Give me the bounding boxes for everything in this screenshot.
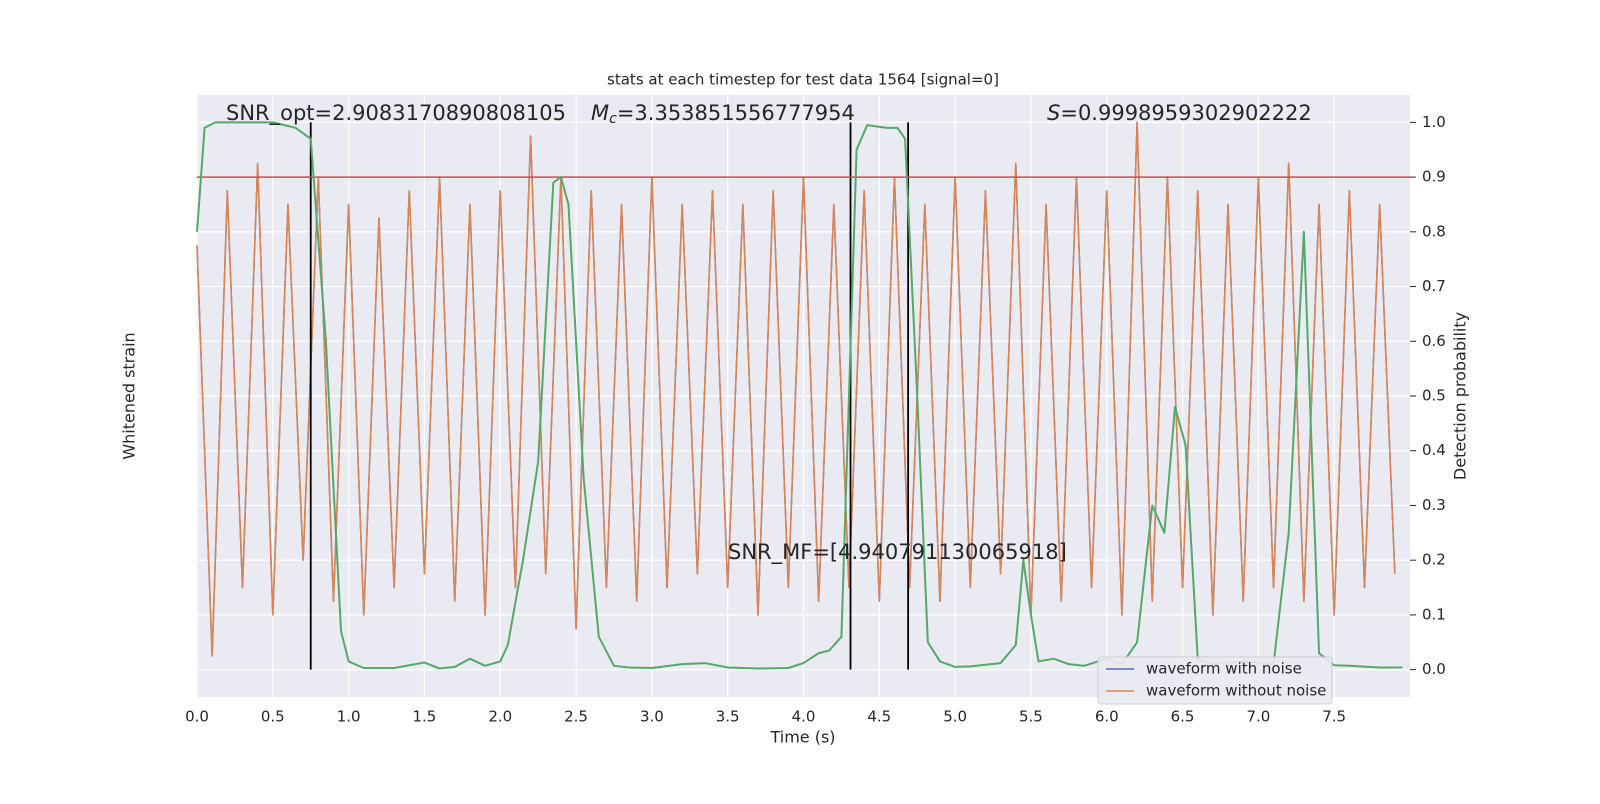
y2-axis-label: Detection probability: [1451, 312, 1470, 480]
y2-tick-label: 0.7: [1422, 277, 1446, 295]
x-tick-label: 5.0: [943, 708, 967, 726]
y2-tick-label: 1.0: [1422, 113, 1446, 131]
x-axis-label: Time (s): [769, 728, 835, 747]
detection-line: [196, 121, 1403, 670]
x-tick-label: 6.5: [1171, 708, 1195, 726]
x-tick-label: 3.5: [716, 708, 740, 726]
annotation-subscript: c: [609, 111, 617, 127]
x-tick-label: 6.0: [1095, 708, 1119, 726]
y2-tick-label: 0.9: [1422, 168, 1446, 186]
legend-label: waveform without noise: [1146, 682, 1326, 700]
y-axis-label: Whitened strain: [120, 332, 139, 459]
x-tick-label: 0.0: [185, 708, 209, 726]
annotation: S=0.9998959302902222: [1047, 101, 1312, 125]
x-tick-label: 7.5: [1322, 708, 1346, 726]
y2-tick-label: 0.0: [1422, 660, 1446, 678]
chart-title: stats at each timestep for test data 156…: [607, 71, 999, 89]
annotation-text: SNR_MF=[4.940791130065918]: [728, 540, 1067, 565]
x-tick-label: 1.5: [413, 708, 437, 726]
y2-tick-label: 0.3: [1422, 496, 1446, 514]
annotation-text: =3.353851556777954: [617, 101, 855, 125]
x-tick-label: 2.0: [488, 708, 512, 726]
strain-line: [196, 121, 1396, 657]
x-tick-label: 7.0: [1246, 708, 1270, 726]
y2-tick-label: 0.1: [1422, 605, 1446, 623]
annotation: SNR_MF=[4.940791130065918]: [728, 540, 1067, 565]
annotation: Mc=3.353851556777954: [591, 101, 855, 127]
x-tick-label: 4.0: [792, 708, 816, 726]
annotation-symbol: M: [591, 101, 609, 125]
marks: [196, 121, 1410, 670]
y2-tick-label: 0.8: [1422, 222, 1446, 240]
x-tick-label: 1.0: [337, 708, 361, 726]
x-tick-label: 2.5: [564, 708, 588, 726]
x-tick-label: 0.5: [261, 708, 285, 726]
y2-tick-label: 0.4: [1422, 441, 1446, 459]
x-tick-label: 5.5: [1019, 708, 1043, 726]
x-tick-label: 3.0: [640, 708, 664, 726]
y2-tick-label: 0.5: [1422, 387, 1446, 405]
legend-box: [1097, 656, 1333, 705]
legend: waveform with noise waveform without nois…: [1097, 656, 1333, 705]
legend-label: waveform with noise: [1146, 660, 1302, 678]
annotation-text: SNR_opt=2.9083170890808105: [226, 101, 566, 126]
annotation-text: =0.9998959302902222: [1060, 101, 1311, 125]
x-tick-label: 4.5: [867, 708, 891, 726]
annotation: SNR_opt=2.9083170890808105: [226, 101, 566, 126]
y2-tick-label: 0.2: [1422, 551, 1446, 569]
annotation-symbol: S: [1047, 101, 1060, 125]
y2-tick-label: 0.6: [1422, 332, 1446, 350]
